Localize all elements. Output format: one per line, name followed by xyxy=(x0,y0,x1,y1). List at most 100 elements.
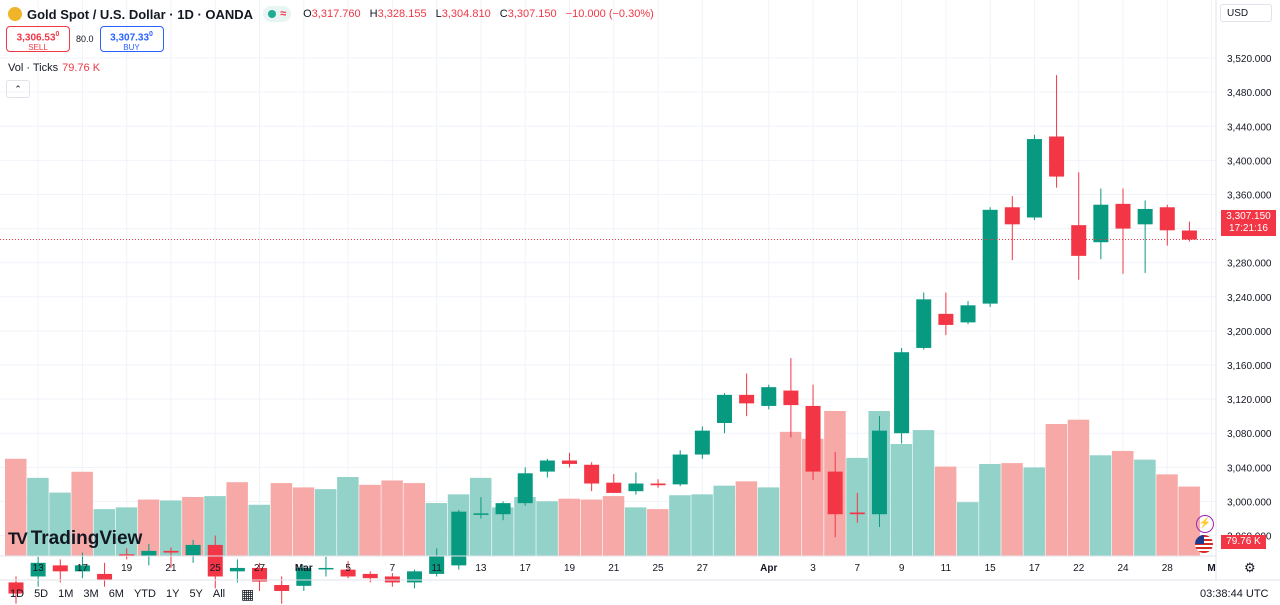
candle-body xyxy=(517,473,533,504)
candle xyxy=(1026,134,1042,221)
price-tick-label: 3,200.000 xyxy=(1227,327,1272,338)
candle-body xyxy=(451,511,467,566)
candle xyxy=(1159,204,1175,246)
us-flag-icon[interactable] xyxy=(1195,535,1213,553)
candle-body xyxy=(1181,230,1197,240)
period-1y[interactable]: 1Y xyxy=(165,588,180,600)
candle xyxy=(1071,172,1087,280)
buy-button[interactable]: 3,307.330 BUY xyxy=(99,26,164,52)
time-tick-label: M xyxy=(1207,563,1215,574)
candle-body xyxy=(8,582,24,594)
candle xyxy=(97,562,113,587)
candle xyxy=(163,547,179,568)
time-tick-label: 24 xyxy=(1117,563,1129,574)
sell-button[interactable]: 3,306.530 SELL xyxy=(6,26,70,52)
volume-bar xyxy=(957,502,979,556)
candle xyxy=(628,472,644,495)
volume-bar xyxy=(49,492,71,556)
candle-body xyxy=(827,471,843,515)
period-ytd[interactable]: YTD xyxy=(133,588,156,600)
time-tick-label: 28 xyxy=(1162,563,1174,574)
time-tick-label: 19 xyxy=(564,563,576,574)
candle-body xyxy=(185,544,201,556)
status-pill[interactable]: ≈ xyxy=(263,6,292,22)
price-tick-label: 3,160.000 xyxy=(1227,361,1272,372)
utc-clock[interactable]: 03:38:44 UTC xyxy=(1200,588,1269,600)
volume-bar xyxy=(337,476,359,556)
volume-bar xyxy=(514,496,536,556)
volume-bar xyxy=(248,504,271,556)
price-tick-label: 3,040.000 xyxy=(1227,463,1272,474)
candle xyxy=(74,552,90,579)
calendar-icon[interactable]: ▦ xyxy=(241,586,255,602)
candle-body xyxy=(274,584,290,591)
period-1d[interactable]: 1D xyxy=(10,588,25,600)
candle-body xyxy=(650,483,666,486)
trade-panel: 3,306.530 SELL 80.0 3,307.330 BUY xyxy=(6,26,164,52)
candle-body xyxy=(694,430,710,455)
period-5y[interactable]: 5Y xyxy=(189,588,203,600)
time-axis: 13 17 19 21 25 27 Mar 5 7 11 13 17 19 21 25 27 Apr 3 7 9 11 1… xyxy=(33,563,1216,574)
time-tick-label: 9 xyxy=(899,563,905,574)
candle-body xyxy=(606,482,622,493)
candle xyxy=(8,576,24,604)
period-3m[interactable]: 3M xyxy=(83,588,99,600)
volume-bar xyxy=(381,480,403,556)
period-1m[interactable]: 1M xyxy=(58,588,74,600)
time-tick-label: 7 xyxy=(390,563,396,574)
chart-header: Gold Spot / U.S. Dollar · 1D · OANDA ≈ O… xyxy=(8,6,660,22)
candle-body xyxy=(916,299,932,348)
collapse-legend-button[interactable]: ⌃ xyxy=(6,80,30,98)
time-tick-label: 22 xyxy=(1073,563,1085,574)
candle xyxy=(141,544,157,566)
volume-bar xyxy=(204,496,226,556)
candle-body xyxy=(229,567,245,572)
volume-bar xyxy=(1001,463,1023,556)
currency-selector[interactable]: USD xyxy=(1220,4,1272,22)
change-value: −10.000 (−0.30%) xyxy=(565,8,654,20)
candle-body xyxy=(783,390,799,406)
volume-bar xyxy=(779,431,802,556)
volume-bar xyxy=(1067,419,1090,556)
symbol-title[interactable]: Gold Spot / U.S. Dollar · 1D · OANDA xyxy=(27,6,254,22)
gear-icon[interactable]: ⚙ xyxy=(1244,560,1256,575)
tradingview-logo[interactable]: TV TradingView xyxy=(8,528,142,550)
candle-body xyxy=(562,460,577,464)
tradingview-wordmark: TradingView xyxy=(30,528,143,549)
candle-body xyxy=(628,483,644,492)
price-tick-label: 3,000.000 xyxy=(1227,497,1272,508)
candle xyxy=(539,458,555,478)
price-tick-label: 3,440.000 xyxy=(1227,122,1272,133)
candle xyxy=(916,292,932,350)
period-5d[interactable]: 5D xyxy=(34,588,49,600)
time-tick-label: 19 xyxy=(121,563,133,574)
time-tick-label: 7 xyxy=(855,563,861,574)
volume-bar xyxy=(159,500,182,556)
candle xyxy=(1181,221,1197,242)
gold-symbol-icon xyxy=(8,7,22,21)
candle-body xyxy=(163,550,179,553)
volume-bar xyxy=(425,503,448,556)
candle-body xyxy=(584,464,600,484)
candle xyxy=(252,562,268,591)
volume-bar xyxy=(182,496,204,556)
volume-bar xyxy=(757,487,780,556)
volume-bar xyxy=(1045,424,1068,556)
period-all[interactable]: All xyxy=(212,588,226,600)
volume-bar xyxy=(536,501,558,556)
close-value: 3,307.150 xyxy=(507,8,557,20)
period-6m[interactable]: 6M xyxy=(108,588,124,600)
time-tick-label: 21 xyxy=(165,563,177,574)
candle-body xyxy=(52,565,68,572)
lightning-icon[interactable]: ⚡ xyxy=(1196,515,1214,533)
spread-value: 80.0 xyxy=(76,34,94,44)
volume-bar xyxy=(115,507,138,556)
time-tick-label: Apr xyxy=(760,563,777,574)
candle xyxy=(739,373,755,417)
volume-bar xyxy=(1112,450,1134,556)
candle xyxy=(827,451,843,538)
volume-bar xyxy=(602,496,625,556)
price-tick-label: 3,280.000 xyxy=(1227,259,1272,270)
market-open-dot-icon xyxy=(268,10,277,18)
